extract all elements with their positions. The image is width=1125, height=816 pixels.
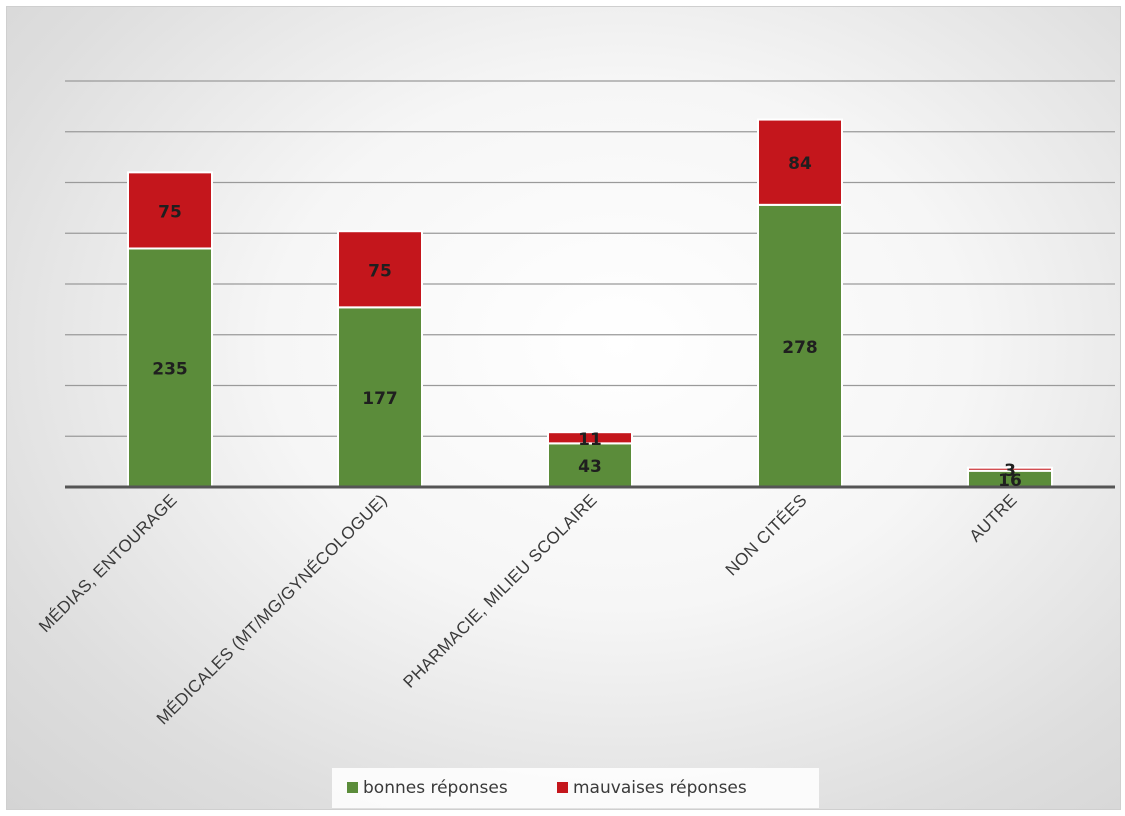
data-labels: 235 75 177 75 43 11 278 84 163 bbox=[152, 154, 1022, 491]
bar-mauvaises-2 bbox=[547, 431, 633, 445]
bar-mauvaises-1 bbox=[337, 230, 423, 309]
data-label-mauvaises-4: 3 bbox=[1004, 461, 1016, 481]
legend-swatch-1 bbox=[557, 782, 568, 793]
chart-frame: 235 75 177 75 43 11 278 84 16 3 MÉDIAS, ENTOURAGE… bbox=[6, 6, 1121, 810]
bar-bonnes-3 bbox=[757, 203, 843, 489]
tick-label-4: AUTRE bbox=[966, 490, 1021, 545]
data-label-bonnes-3: 278 bbox=[782, 338, 818, 358]
data-label-bonnes-4: 16 bbox=[998, 471, 1022, 491]
bar-mauvaises-0 bbox=[127, 171, 213, 250]
bar-mauvaises-3 bbox=[757, 118, 843, 206]
tick-label-2: PHARMACIE, MILIEU SCOLAIRE bbox=[400, 490, 601, 691]
gridlines bbox=[65, 80, 1115, 437]
bars bbox=[127, 118, 1053, 489]
data-label-mauvaises-0: 75 bbox=[158, 202, 182, 222]
bar-bonnes-1 bbox=[337, 306, 423, 488]
stacked-bar-chart: 235 75 177 75 43 11 278 84 163 MÉDIAS, ENTOURAGE… bbox=[35, 80, 1115, 808]
data-label-bonnes-0: 235 bbox=[152, 360, 188, 380]
legend-label-0: bonnes réponses bbox=[363, 778, 508, 798]
tick-label-1: MÉDICALES (MT/MG/GYNÉCOLOGUE) bbox=[153, 490, 391, 728]
legend-label-1: mauvaises réponses bbox=[573, 778, 747, 798]
data-label-mauvaises-1: 75 bbox=[368, 261, 392, 281]
bar-bonnes-0 bbox=[127, 247, 213, 488]
bar-mauvaises-4 bbox=[967, 466, 1053, 472]
data-label-mauvaises-2: 11 bbox=[578, 430, 602, 450]
legend-box bbox=[332, 768, 819, 808]
tick-label-0: MÉDIAS, ENTOURAGE bbox=[35, 490, 181, 636]
data-label-bonnes-1: 177 bbox=[362, 389, 398, 409]
data-label-mauvaises-3: 84 bbox=[788, 154, 812, 174]
tick-label-3: NON CITÉES bbox=[722, 490, 811, 579]
data-label-bonnes-2: 43 bbox=[578, 457, 602, 477]
legend-swatch-0 bbox=[347, 782, 358, 793]
legend: bonnes réponses mauvaises réponses bbox=[332, 768, 819, 808]
